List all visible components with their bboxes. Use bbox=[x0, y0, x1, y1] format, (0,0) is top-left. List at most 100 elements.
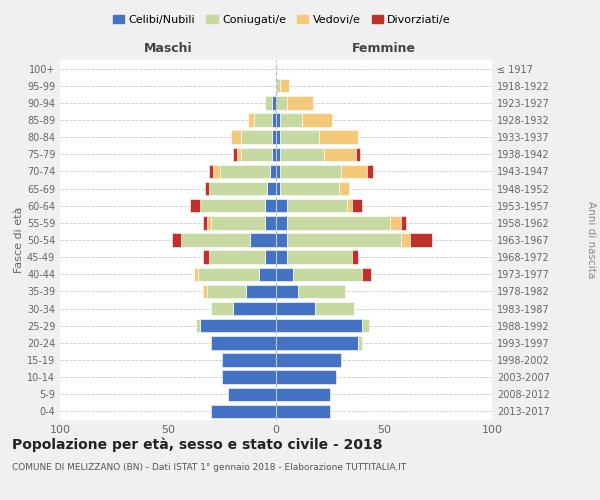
Bar bbox=[356, 148, 360, 161]
Bar bbox=[367, 164, 373, 178]
Bar bbox=[362, 268, 371, 281]
Bar bbox=[280, 114, 302, 126]
Text: Maschi: Maschi bbox=[143, 42, 193, 55]
Bar bbox=[272, 96, 276, 110]
Text: Anni di nascita: Anni di nascita bbox=[586, 202, 596, 278]
Text: Femmine: Femmine bbox=[352, 42, 416, 55]
Bar bbox=[196, 319, 200, 332]
Bar bbox=[203, 216, 207, 230]
Bar bbox=[280, 164, 341, 178]
Bar bbox=[190, 199, 200, 212]
Bar bbox=[298, 284, 345, 298]
Bar bbox=[276, 268, 293, 281]
Bar bbox=[287, 250, 352, 264]
Bar bbox=[391, 216, 401, 230]
Bar bbox=[203, 250, 209, 264]
Bar bbox=[362, 319, 369, 332]
Bar bbox=[265, 216, 276, 230]
Bar bbox=[181, 234, 250, 246]
Bar bbox=[276, 216, 287, 230]
Bar bbox=[220, 164, 269, 178]
Bar bbox=[203, 284, 207, 298]
Bar bbox=[401, 216, 406, 230]
Bar bbox=[276, 130, 280, 144]
Legend: Celibi/Nubili, Coniugati/e, Vedovi/e, Divorziati/e: Celibi/Nubili, Coniugati/e, Vedovi/e, Di… bbox=[109, 10, 455, 29]
Bar bbox=[276, 199, 287, 212]
Text: Popolazione per età, sesso e stato civile - 2018: Popolazione per età, sesso e stato civil… bbox=[12, 438, 383, 452]
Bar bbox=[248, 114, 254, 126]
Bar bbox=[269, 164, 276, 178]
Bar bbox=[280, 130, 319, 144]
Bar bbox=[211, 216, 265, 230]
Y-axis label: Fasce di età: Fasce di età bbox=[14, 207, 24, 273]
Text: COMUNE DI MELIZZANO (BN) - Dati ISTAT 1° gennaio 2018 - Elaborazione TUTTITALIA.: COMUNE DI MELIZZANO (BN) - Dati ISTAT 1°… bbox=[12, 462, 406, 471]
Bar bbox=[358, 336, 362, 349]
Bar bbox=[268, 182, 276, 196]
Bar bbox=[276, 404, 330, 418]
Bar bbox=[200, 199, 265, 212]
Bar bbox=[241, 148, 272, 161]
Bar bbox=[200, 319, 276, 332]
Bar bbox=[241, 130, 272, 144]
Bar bbox=[246, 284, 276, 298]
Bar bbox=[250, 234, 276, 246]
Bar bbox=[276, 164, 280, 178]
Bar bbox=[347, 199, 352, 212]
Bar bbox=[209, 250, 265, 264]
Bar bbox=[276, 354, 341, 366]
Bar bbox=[211, 404, 276, 418]
Bar bbox=[237, 148, 241, 161]
Bar bbox=[230, 130, 241, 144]
Bar bbox=[229, 388, 276, 401]
Bar bbox=[410, 234, 431, 246]
Bar bbox=[209, 182, 268, 196]
Bar bbox=[276, 148, 280, 161]
Bar bbox=[341, 164, 367, 178]
Bar bbox=[276, 284, 298, 298]
Bar bbox=[276, 182, 280, 196]
Bar bbox=[287, 96, 313, 110]
Bar bbox=[207, 284, 246, 298]
Bar bbox=[194, 268, 198, 281]
Bar bbox=[211, 336, 276, 349]
Bar bbox=[207, 216, 211, 230]
Bar bbox=[276, 250, 287, 264]
Bar bbox=[323, 148, 356, 161]
Bar bbox=[276, 319, 362, 332]
Bar bbox=[265, 250, 276, 264]
Bar bbox=[276, 79, 280, 92]
Bar bbox=[287, 234, 401, 246]
Bar bbox=[222, 354, 276, 366]
Bar bbox=[205, 182, 209, 196]
Bar bbox=[254, 114, 272, 126]
Bar bbox=[315, 302, 354, 316]
Bar bbox=[319, 130, 358, 144]
Bar bbox=[401, 234, 410, 246]
Bar bbox=[233, 302, 276, 316]
Bar bbox=[280, 148, 323, 161]
Bar bbox=[209, 164, 214, 178]
Bar bbox=[272, 148, 276, 161]
Bar bbox=[211, 302, 233, 316]
Bar bbox=[280, 182, 338, 196]
Bar bbox=[293, 268, 362, 281]
Bar bbox=[280, 79, 289, 92]
Bar bbox=[276, 234, 287, 246]
Bar bbox=[302, 114, 332, 126]
Bar bbox=[265, 96, 272, 110]
Bar bbox=[265, 199, 276, 212]
Bar bbox=[272, 114, 276, 126]
Bar bbox=[198, 268, 259, 281]
Bar bbox=[222, 370, 276, 384]
Bar bbox=[276, 336, 358, 349]
Bar bbox=[276, 302, 315, 316]
Bar bbox=[338, 182, 349, 196]
Bar bbox=[276, 388, 330, 401]
Bar bbox=[287, 199, 347, 212]
Bar bbox=[214, 164, 220, 178]
Bar bbox=[287, 216, 391, 230]
Bar bbox=[233, 148, 237, 161]
Bar bbox=[272, 130, 276, 144]
Bar bbox=[259, 268, 276, 281]
Bar bbox=[276, 370, 337, 384]
